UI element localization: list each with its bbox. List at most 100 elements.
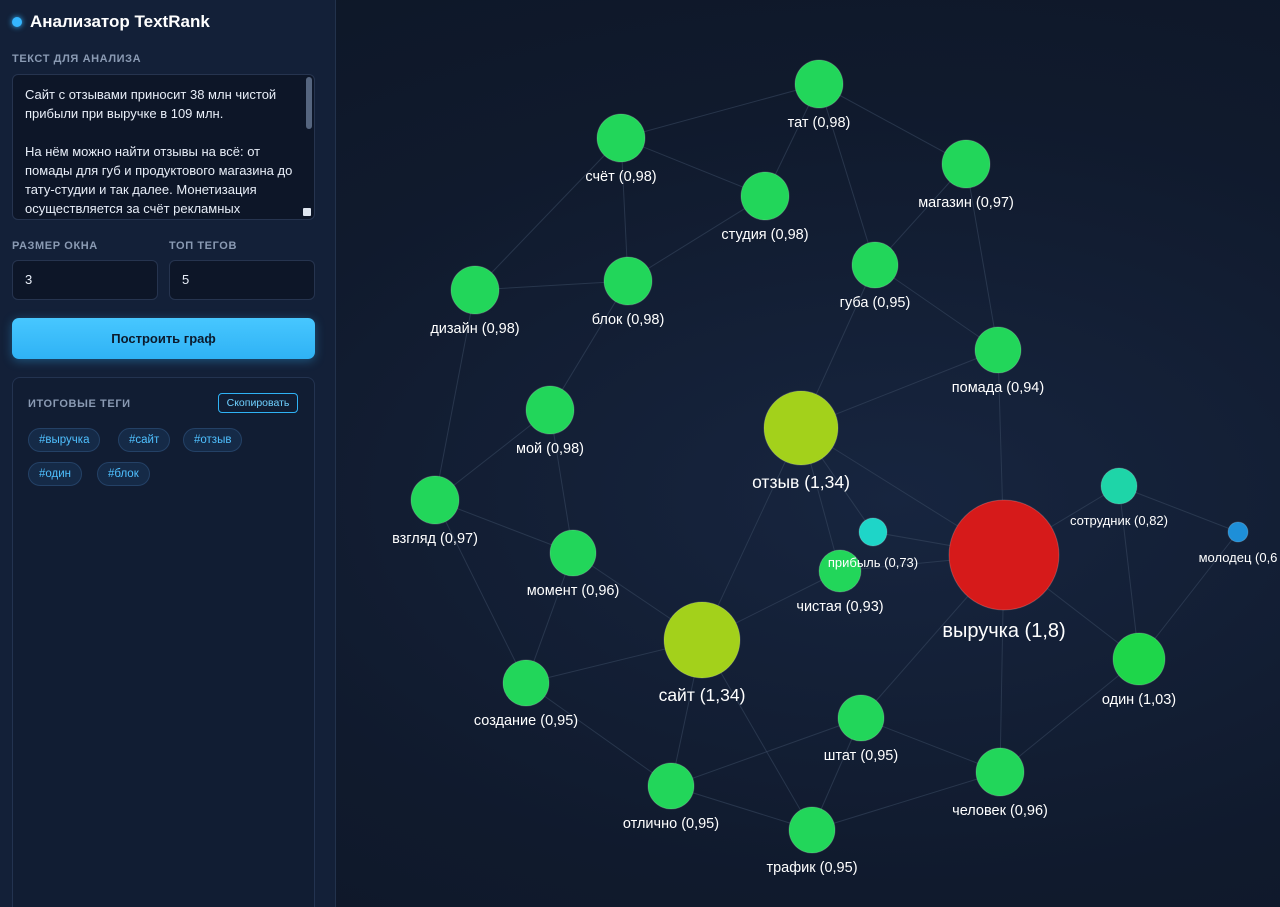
graph-node-label: трафик (0,95) xyxy=(766,860,857,876)
graph-node-момент[interactable] xyxy=(549,529,597,577)
graph-node-один[interactable] xyxy=(1112,632,1166,686)
graph-node-label: тат (0,98) xyxy=(788,115,851,131)
top-tags-label: ТОП ТЕГОВ xyxy=(169,240,238,252)
graph-edge xyxy=(670,717,862,787)
graph-node-label: штат (0,95) xyxy=(824,748,898,764)
graph-edge xyxy=(965,163,999,351)
tag-chip[interactable]: #блок xyxy=(97,462,150,486)
copy-button[interactable]: Скопировать xyxy=(218,393,298,413)
graph-node-трафик[interactable] xyxy=(788,806,836,854)
graph-node-label: помада (0,94) xyxy=(952,380,1044,396)
graph-node-отзыв[interactable] xyxy=(763,390,839,466)
graph-node-label: отлично (0,95) xyxy=(623,816,719,832)
graph-node-прибыль[interactable] xyxy=(858,517,888,547)
text-input-value: Сайт с отзывами приносит 38 млн чистой п… xyxy=(25,87,293,216)
graph-edge xyxy=(818,83,967,165)
graph-edge xyxy=(549,409,574,554)
result-tags-panel: ИТОГОВЫЕ ТЕГИ Скопировать #выручка #сайт… xyxy=(12,377,315,907)
top-tags-input[interactable]: 5 xyxy=(169,260,315,300)
graph-node-сайт[interactable] xyxy=(663,601,741,679)
graph-node-взгляд[interactable] xyxy=(410,475,460,525)
app-title: Анализатор TextRank xyxy=(30,12,210,31)
graph-node-студия[interactable] xyxy=(740,171,790,221)
graph-node-label: момент (0,96) xyxy=(527,583,620,599)
graph-node-label: сайт (1,34) xyxy=(659,685,746,705)
graph-node-label: человек (0,96) xyxy=(952,803,1048,819)
window-size-input[interactable]: 3 xyxy=(12,260,158,300)
graph-node-label: взгляд (0,97) xyxy=(392,531,478,547)
graph-node-label: студия (0,98) xyxy=(721,227,808,243)
graph-node-человек[interactable] xyxy=(975,747,1025,797)
window-size-label: РАЗМЕР ОКНА xyxy=(12,240,98,252)
graph-node-выручка[interactable] xyxy=(948,499,1060,611)
graph-edge xyxy=(620,83,820,139)
graph-edge xyxy=(670,785,813,831)
graph-node-label: счёт (0,98) xyxy=(585,169,656,185)
graph-edge xyxy=(701,427,802,641)
graph-node-блок[interactable] xyxy=(603,256,653,306)
graph-node-мой[interactable] xyxy=(525,385,575,435)
graph-node-label: дизайн (0,98) xyxy=(430,321,519,337)
graph-edge xyxy=(434,409,551,501)
graph-node-штат[interactable] xyxy=(837,694,885,742)
graph-edge xyxy=(549,280,629,411)
graph-edge xyxy=(434,499,527,684)
graph-node-label: магазин (0,97) xyxy=(918,195,1014,211)
scrollbar-thumb[interactable] xyxy=(306,77,312,129)
scroll-down-arrow-icon[interactable] xyxy=(303,208,311,216)
graph-node-создание[interactable] xyxy=(502,659,550,707)
graph-edge xyxy=(1138,531,1239,660)
text-input-label: ТЕКСТ ДЛЯ АНАЛИЗА xyxy=(12,53,142,65)
tag-chip[interactable]: #выручка xyxy=(28,428,101,452)
graph-node-губа[interactable] xyxy=(851,241,899,289)
graph-node-отлично[interactable] xyxy=(647,762,695,810)
graph-edge xyxy=(811,771,1001,831)
graph-edge xyxy=(434,289,476,501)
graph-edge xyxy=(525,682,672,787)
graph-edge xyxy=(474,280,629,291)
graph-node-дизайн[interactable] xyxy=(450,265,500,315)
build-graph-button[interactable]: Построить граф xyxy=(12,318,315,359)
graph-edge xyxy=(1118,485,1239,533)
graph-node-чистая[interactable] xyxy=(818,549,862,593)
graph-node-label: мой (0,98) xyxy=(516,441,584,457)
graph-node-label: отзыв (1,34) xyxy=(752,472,850,492)
graph-node-label: прибыль (0,73) xyxy=(828,555,918,570)
graph-nodes xyxy=(410,59,1249,854)
graph-node-label: молодец (0,6 xyxy=(1199,550,1278,565)
graph-node-помада[interactable] xyxy=(974,326,1022,374)
tag-chip[interactable]: #отзыв xyxy=(183,428,243,452)
result-tags-title: ИТОГОВЫЕ ТЕГИ xyxy=(28,398,131,410)
graph-node-молодец[interactable] xyxy=(1227,521,1249,543)
textarea-scrollbar[interactable] xyxy=(303,77,312,217)
graph-node-сотрудник[interactable] xyxy=(1100,467,1138,505)
graph-node-label: губа (0,95) xyxy=(840,295,911,311)
graph-edge xyxy=(627,195,766,282)
text-input-textarea[interactable]: Сайт с отзывами приносит 38 млн чистой п… xyxy=(12,74,315,220)
graph-node-тат[interactable] xyxy=(794,59,844,109)
graph-edge xyxy=(818,83,876,266)
graph-edge xyxy=(474,137,622,291)
tag-chip[interactable]: #сайт xyxy=(118,428,171,452)
graph-edge xyxy=(620,137,766,197)
graph-edge xyxy=(999,658,1140,773)
graph-node-счёт[interactable] xyxy=(596,113,646,163)
graph-edge xyxy=(874,264,999,351)
tag-chip[interactable]: #один xyxy=(28,462,83,486)
graph-node-label: блок (0,98) xyxy=(592,312,665,328)
graph-edge xyxy=(525,552,574,684)
status-dot-icon xyxy=(12,17,22,27)
graph-edge xyxy=(434,499,574,554)
graph-node-label: сотрудник (0,82) xyxy=(1070,513,1168,528)
graph-node-label: выручка (1,8) xyxy=(942,620,1065,642)
graph-labels: тат (0,98) счёт (0,98) магазин (0,97) студи… xyxy=(392,115,1277,876)
graph-node-label: чистая (0,93) xyxy=(796,599,883,615)
graph-edge xyxy=(1118,485,1140,660)
graph-edge xyxy=(860,717,1001,773)
graph-node-магазин[interactable] xyxy=(941,139,991,189)
graph-node-label: один (1,03) xyxy=(1102,692,1176,708)
app-header: Анализатор TextRank xyxy=(12,12,210,32)
sidebar: Анализатор TextRank ТЕКСТ ДЛЯ АНАЛИЗА Са… xyxy=(0,0,336,907)
graph-node-label: создание (0,95) xyxy=(474,713,578,729)
